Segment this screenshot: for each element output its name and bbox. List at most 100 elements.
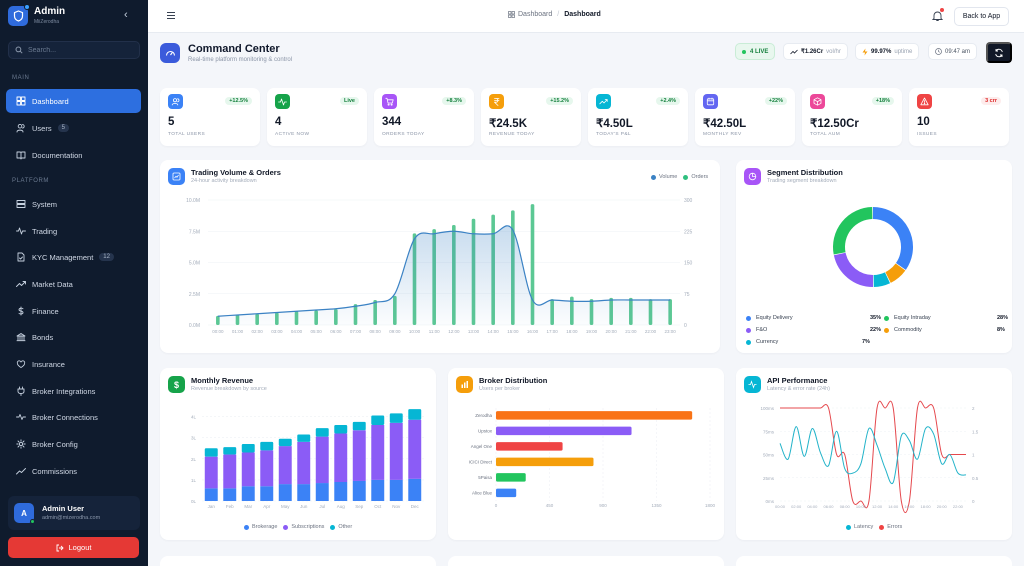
activity-icon [16, 226, 26, 236]
x-tick-label: 14:00 [888, 504, 899, 509]
gauge-icon [160, 43, 180, 63]
x-tick-label: 21:00 [625, 329, 637, 334]
search-icon [15, 46, 23, 54]
segment-chart [833, 207, 913, 287]
change-badge: Live [339, 97, 359, 105]
revenue-bar-segment [389, 422, 403, 480]
api-performance-panel: API Performance Latency & error rate (24… [736, 368, 1012, 540]
search-input[interactable] [28, 46, 128, 54]
sidebar-item-system[interactable]: System [6, 192, 141, 216]
x-tick-label: Sep [355, 504, 364, 509]
x-tick-label: 16:00 [527, 329, 539, 334]
user-card[interactable]: A Admin User admin@mizerodha.com [8, 496, 140, 530]
revenue-bar-segment [260, 486, 274, 501]
sidebar-item-label: KYC Management [32, 252, 94, 262]
sidebar-item-dashboard[interactable]: Dashboard [6, 89, 141, 113]
revenue-bar-segment [371, 415, 385, 425]
app-title: Admin [34, 6, 66, 17]
revenue-bar-segment [334, 433, 348, 482]
bottom-panel-1 [160, 556, 436, 566]
plug-icon [16, 386, 26, 396]
sidebar-item-broker-connections[interactable]: Broker Connections [6, 405, 141, 429]
stat-card-total-users[interactable]: +12.5% 5 TOTAL USERS [160, 88, 260, 146]
bank-icon [16, 332, 26, 342]
legend-errors: Errors [887, 524, 903, 530]
sidebar-item-kyc-management[interactable]: KYC Management 12 [6, 245, 141, 269]
heart-icon [16, 359, 26, 369]
revenue-chart: 0L 1L 2L 3L 4L Jan Feb Mar Apr May Jun Jul Aug Sep Oct… [191, 409, 424, 509]
revenue-bar-segment [223, 488, 237, 501]
x-tick-label: 05:00 [311, 329, 323, 334]
x-tick-label: 08:00 [370, 329, 382, 334]
file-check-icon [16, 252, 26, 262]
panel-subtitle: Trading segment breakdown [767, 178, 837, 184]
stat-value: 4 [275, 116, 282, 128]
breadcrumb: Dashboard / Dashboard [508, 11, 601, 18]
stat-label: ORDERS TODAY [382, 132, 425, 137]
sidebar-item-insurance[interactable]: Insurance [6, 352, 141, 376]
y-tick-label: Alice Blue [472, 491, 493, 496]
sidebar-item-trading[interactable]: Trading [6, 219, 141, 243]
segment-panel: Segment Distribution Trading segment bre… [736, 160, 1012, 353]
stat-card-issues[interactable]: 3 crr 10 ISSUES [909, 88, 1009, 146]
sidebar-item-commissions[interactable]: Commissions [6, 459, 141, 483]
revenue-bar-segment [278, 438, 292, 447]
notification-button[interactable] [931, 8, 944, 27]
trend-icon [16, 466, 26, 476]
y2-tick-label: 2 [972, 406, 975, 411]
menu-icon[interactable] [166, 11, 176, 20]
refresh-button[interactable] [986, 42, 1012, 63]
x-tick-label: Nov [392, 504, 401, 509]
segment-legend-item: Equity Delivery [746, 315, 793, 321]
x-tick-label: 02:00 [252, 329, 264, 334]
sidebar-item-bonds[interactable]: Bonds [6, 325, 141, 349]
breadcrumb-current: Dashboard [564, 11, 601, 18]
segment-name: F&O [756, 327, 768, 333]
sidebar-search[interactable] [8, 41, 140, 59]
sidebar-item-label: Users [32, 123, 52, 133]
stat-card-today-s-p-l[interactable]: +2.4% ₹4.50L TODAY'S P&L [588, 88, 688, 146]
volume-area [217, 225, 671, 325]
revenue-bar-segment [241, 452, 255, 487]
sidebar-item-market-data[interactable]: Market Data [6, 272, 141, 296]
stat-card-active-now[interactable]: Live 4 ACTIVE NOW [267, 88, 367, 146]
panel-title: Segment Distribution [767, 168, 843, 177]
broker-bar [496, 442, 563, 451]
y-tick-label: 25ms [763, 476, 775, 481]
live-count: 4 LIVE [750, 48, 769, 55]
stat-value: 344 [382, 116, 402, 128]
stat-card-orders-today[interactable]: +8.3% 344 ORDERS TODAY [374, 88, 474, 146]
stat-card-revenue-today[interactable]: +15.2% ₹24.5K REVENUE TODAY [481, 88, 581, 146]
stat-card-monthly-rev[interactable]: +22% ₹42.50L MONTHLY REV [695, 88, 795, 146]
x-tick-label: 01:00 [232, 329, 244, 334]
revenue-bar-segment [352, 430, 366, 481]
brand[interactable]: Admin MiiZerodha [8, 4, 66, 26]
change-badge: +15.2% [546, 97, 573, 105]
sidebar-item-documentation[interactable]: Documentation [6, 143, 141, 167]
top-bar: Dashboard / Dashboard Back to App [148, 0, 1024, 33]
change-badge: +22% [764, 97, 787, 105]
trading-legend: Volume Orders [651, 174, 708, 180]
sidebar-item-users[interactable]: Users 5 [6, 116, 141, 140]
sidebar-item-broker-integrations[interactable]: Broker Integrations [6, 379, 141, 403]
back-to-app-button[interactable]: Back to App [954, 7, 1009, 26]
sidebar-item-broker-config[interactable]: Broker Config [6, 432, 141, 456]
stat-icon [596, 94, 611, 109]
y-tick-label: 2.5M [189, 292, 200, 298]
segment-slice [833, 252, 874, 287]
volume-pill: ₹1.26Cr vol/hr [783, 43, 848, 60]
page-title: Command Center [188, 43, 280, 55]
change-badge: +2.4% [656, 97, 680, 105]
chevron-left-icon[interactable]: ‹ [124, 9, 128, 21]
breadcrumb-root[interactable]: Dashboard [518, 11, 553, 18]
sidebar-item-finance[interactable]: Finance [6, 299, 141, 323]
x-tick-label: 12:00 [872, 504, 883, 509]
stat-icon [168, 94, 183, 109]
stat-card-total-aum[interactable]: +18% ₹12.50Cr TOTAL AUM [802, 88, 902, 146]
x-tick-label: 00:00 [212, 329, 224, 334]
y2-tick-label: 0.5 [972, 476, 979, 481]
revenue-bar-segment [223, 447, 237, 455]
shield-logo-icon [8, 4, 30, 26]
logout-button[interactable]: Logout [8, 537, 139, 558]
breadcrumb-separator: / [557, 11, 560, 18]
